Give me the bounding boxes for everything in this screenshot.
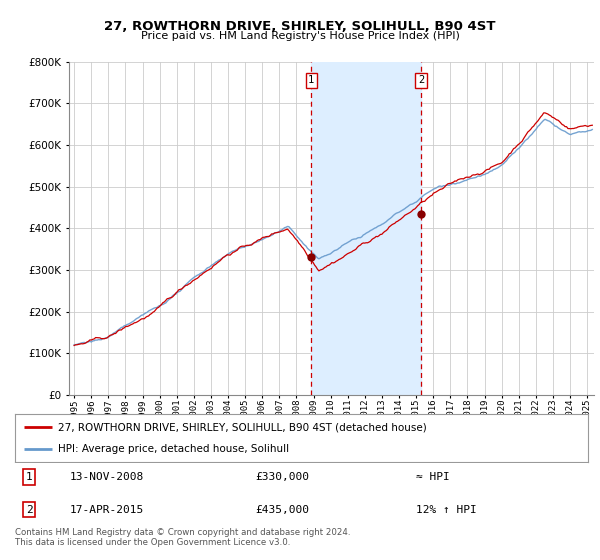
Text: 1: 1	[308, 76, 314, 85]
Text: £435,000: £435,000	[256, 505, 310, 515]
Text: Contains HM Land Registry data © Crown copyright and database right 2024.
This d: Contains HM Land Registry data © Crown c…	[15, 528, 350, 547]
Text: 27, ROWTHORN DRIVE, SHIRLEY, SOLIHULL, B90 4ST: 27, ROWTHORN DRIVE, SHIRLEY, SOLIHULL, B…	[104, 20, 496, 32]
Bar	[311, 62, 421, 395]
Text: 17-APR-2015: 17-APR-2015	[70, 505, 143, 515]
Text: 2: 2	[418, 76, 424, 85]
Text: 1: 1	[26, 472, 33, 482]
Text: ≈ HPI: ≈ HPI	[416, 472, 450, 482]
Text: £330,000: £330,000	[256, 472, 310, 482]
Text: HPI: Average price, detached house, Solihull: HPI: Average price, detached house, Soli…	[58, 444, 289, 454]
Text: 12% ↑ HPI: 12% ↑ HPI	[416, 505, 477, 515]
Text: 13-NOV-2008: 13-NOV-2008	[70, 472, 143, 482]
Text: Price paid vs. HM Land Registry's House Price Index (HPI): Price paid vs. HM Land Registry's House …	[140, 31, 460, 41]
Text: 2: 2	[26, 505, 33, 515]
Text: 27, ROWTHORN DRIVE, SHIRLEY, SOLIHULL, B90 4ST (detached house): 27, ROWTHORN DRIVE, SHIRLEY, SOLIHULL, B…	[58, 422, 427, 432]
